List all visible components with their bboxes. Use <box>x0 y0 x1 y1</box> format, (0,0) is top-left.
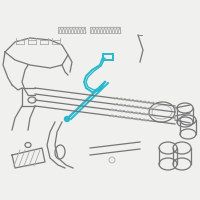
Circle shape <box>64 116 70 121</box>
